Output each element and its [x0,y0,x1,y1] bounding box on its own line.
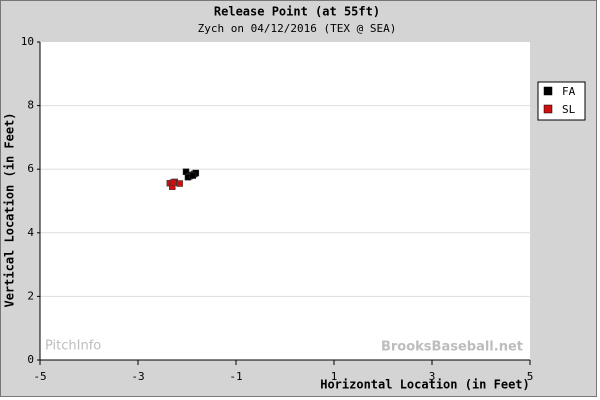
x-tick-label: 3 [429,370,436,383]
y-axis-label: Vertical Location (in Feet) [3,112,17,307]
x-tick-label: 5 [527,370,534,383]
x-axis-label: Horizontal Location (in Feet) [320,378,530,392]
x-tick-label: -5 [33,370,46,383]
legend-swatch [543,86,553,96]
chart-title: Release Point (at 55ft) [214,5,380,19]
legend-label: FA [562,85,576,98]
y-tick-label: 8 [27,99,34,112]
chart-subtitle: Zych on 04/12/2016 (TEX @ SEA) [198,22,397,35]
legend-label: SL [562,103,576,116]
point [176,180,183,187]
y-tick-label: 6 [27,162,34,175]
x-tick-label: -3 [131,370,144,383]
x-tick-label: 1 [331,370,338,383]
y-tick-label: 10 [21,35,34,48]
legend-swatch [543,104,553,114]
point [189,172,197,179]
y-tick-label: 2 [27,289,34,302]
y-tick-label: 0 [27,353,34,366]
watermark: PitchInfo [45,339,101,354]
watermark: BrooksBaseball.net [381,340,523,355]
y-tick-label: 4 [27,226,34,239]
plot-area [40,42,530,360]
point [170,179,177,186]
x-tick-label: -1 [229,370,242,383]
